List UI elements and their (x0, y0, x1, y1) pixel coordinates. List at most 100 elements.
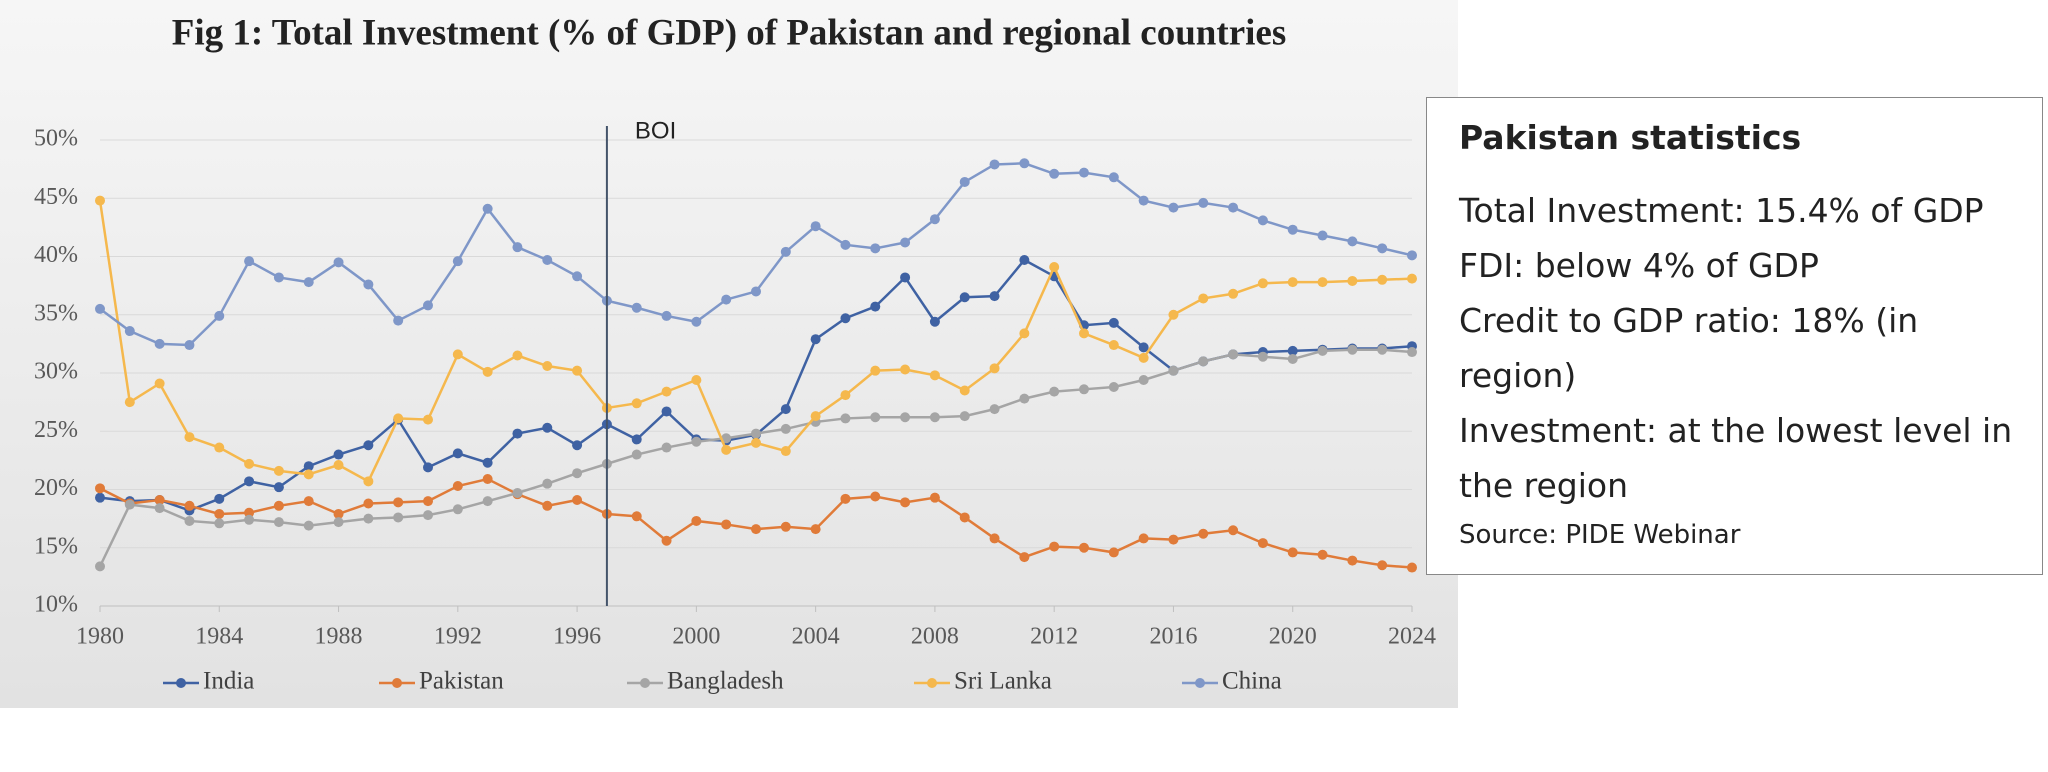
data-point (512, 350, 523, 361)
data-point (124, 397, 135, 408)
data-point (1317, 277, 1328, 288)
data-point (1168, 202, 1179, 213)
x-tick-label: 2004 (792, 624, 840, 650)
data-point (95, 303, 105, 314)
data-point (810, 524, 821, 535)
x-tick-label: 1992 (434, 624, 482, 650)
data-point (810, 221, 821, 232)
data-point (1257, 215, 1268, 226)
data-point (542, 500, 553, 511)
data-point (1138, 195, 1149, 206)
data-point (959, 512, 970, 523)
data-point (482, 496, 493, 507)
data-point (1257, 538, 1268, 549)
data-point (959, 411, 970, 422)
data-point (900, 364, 911, 375)
data-point (661, 535, 672, 546)
x-tick-label: 2024 (1388, 624, 1436, 650)
data-point (1019, 393, 1030, 404)
data-point (870, 243, 881, 254)
data-point (780, 404, 791, 415)
data-point (1049, 168, 1060, 179)
chart: Fig 1: Total Investment (% of GDP) of Pa… (0, 0, 1458, 708)
data-point (1287, 354, 1298, 365)
y-tick-label: 35% (34, 300, 78, 326)
data-point (780, 521, 791, 532)
x-tick-label: 2020 (1269, 624, 1317, 650)
data-point (1228, 288, 1239, 299)
data-point (482, 474, 493, 485)
data-point (1168, 534, 1179, 545)
data-point (273, 272, 284, 283)
data-point (959, 292, 970, 303)
data-point (1168, 365, 1179, 376)
x-tick-label: 2016 (1149, 624, 1197, 650)
data-point (95, 195, 105, 206)
data-point (691, 316, 702, 327)
data-point (751, 524, 761, 535)
data-point (1287, 277, 1298, 288)
data-point (1287, 345, 1298, 356)
data-point (542, 478, 553, 489)
data-point (1079, 542, 1089, 553)
data-point (303, 520, 314, 531)
data-point (244, 507, 255, 518)
data-point (631, 398, 642, 409)
data-point (929, 370, 940, 381)
data-point (1287, 224, 1298, 235)
data-point (363, 440, 374, 451)
data-point (691, 374, 702, 385)
data-point (333, 460, 344, 471)
data-point (691, 515, 702, 526)
data-point (631, 511, 642, 522)
data-point (989, 363, 1000, 374)
data-point (959, 385, 970, 396)
data-point (661, 406, 672, 417)
data-point (572, 494, 583, 505)
panel-lines: Total Investment: 15.4% of GDP FDI: below… (1459, 183, 2014, 557)
data-point (1377, 344, 1388, 355)
data-point (1257, 278, 1268, 289)
y-tick-label: 45% (34, 184, 78, 210)
data-point (482, 366, 493, 377)
data-point (1049, 541, 1060, 552)
data-point (244, 476, 255, 487)
legend-marker (1195, 678, 1205, 688)
panel-title: Pakistan statistics (1459, 118, 1802, 157)
data-point (482, 203, 493, 214)
data-point (900, 497, 911, 508)
chart-title: Fig 1: Total Investment (% of GDP) of Pa… (172, 12, 1286, 53)
data-point (1138, 533, 1149, 544)
data-point (1198, 356, 1209, 367)
data-point (423, 414, 433, 425)
data-point (452, 504, 463, 515)
data-point (631, 449, 642, 460)
data-point (1347, 344, 1358, 355)
data-point (1138, 374, 1149, 385)
data-point (1228, 202, 1239, 213)
data-point (214, 442, 225, 453)
data-point (989, 291, 1000, 302)
y-tick-label: 40% (34, 242, 78, 268)
data-point (900, 272, 911, 283)
data-point (452, 349, 463, 360)
data-point (1347, 236, 1358, 247)
data-point (989, 533, 1000, 544)
data-point (214, 310, 225, 321)
data-point (810, 411, 821, 422)
stats-panel: Pakistan statistics Total Investment: 15… (1426, 97, 2043, 575)
data-point (393, 497, 404, 508)
data-point (482, 457, 493, 468)
data-point (840, 390, 851, 401)
data-point (929, 316, 940, 327)
data-point (572, 271, 583, 282)
data-point (244, 514, 255, 525)
data-point (1287, 547, 1298, 558)
data-point (393, 413, 404, 424)
data-point (333, 508, 344, 519)
data-point (452, 481, 463, 492)
data-point (333, 449, 344, 460)
data-point (989, 159, 1000, 170)
stat-line: Total Investment: 15.4% of GDP (1459, 191, 1984, 230)
